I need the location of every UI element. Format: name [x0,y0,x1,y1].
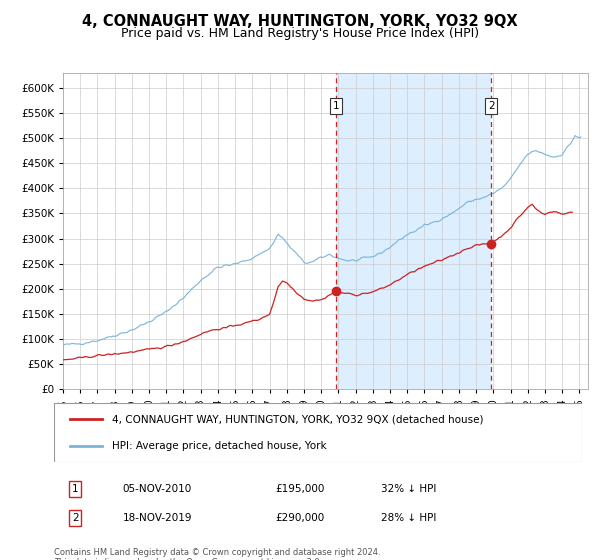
Text: 4, CONNAUGHT WAY, HUNTINGTON, YORK, YO32 9QX: 4, CONNAUGHT WAY, HUNTINGTON, YORK, YO32… [82,14,518,29]
Text: 05-NOV-2010: 05-NOV-2010 [122,484,192,494]
Text: 28% ↓ HPI: 28% ↓ HPI [382,514,437,523]
Text: 32% ↓ HPI: 32% ↓ HPI [382,484,437,494]
Text: 2: 2 [488,101,494,111]
Bar [336,73,491,389]
Text: Contains HM Land Registry data © Crown copyright and database right 2024.
This d: Contains HM Land Registry data © Crown c… [54,548,380,560]
FancyBboxPatch shape [54,403,582,462]
Text: 1: 1 [72,484,79,494]
Text: 2: 2 [72,514,79,523]
Text: Price paid vs. HM Land Registry's House Price Index (HPI): Price paid vs. HM Land Registry's House … [121,27,479,40]
Text: £195,000: £195,000 [276,484,325,494]
Text: 1: 1 [332,101,339,111]
Text: 18-NOV-2019: 18-NOV-2019 [122,514,192,523]
Text: 4, CONNAUGHT WAY, HUNTINGTON, YORK, YO32 9QX (detached house): 4, CONNAUGHT WAY, HUNTINGTON, YORK, YO32… [112,414,484,424]
Text: £290,000: £290,000 [276,514,325,523]
Text: HPI: Average price, detached house, York: HPI: Average price, detached house, York [112,441,327,451]
